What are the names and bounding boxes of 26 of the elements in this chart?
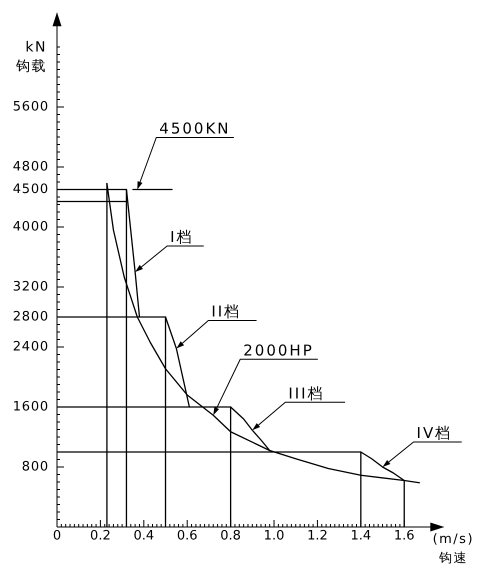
annotation: III档 — [288, 384, 325, 402]
y-tick-label: 4500 — [12, 182, 49, 197]
x-tick-label: 0.6 — [176, 528, 198, 544]
y-tick-label: 4800 — [12, 160, 49, 174]
x-axis-title: (m/s) 钩速 — [432, 532, 474, 565]
x-tick-label: 1.6 — [394, 528, 415, 544]
x-tick-label: 1.4 — [350, 528, 372, 544]
annotation: II档 — [211, 302, 242, 320]
annotation: I档 — [170, 228, 194, 246]
y-tick-label: 5600 — [12, 100, 49, 114]
y-axis-title: kN 钩载 — [15, 39, 47, 74]
x-tick-label: 0.4 — [133, 528, 154, 544]
x-tick-label: 1.2 — [307, 528, 328, 544]
y-tick-label: 2800 — [12, 310, 49, 324]
x-tick-label: 0 — [52, 528, 62, 544]
x-tick-label: 0.8 — [220, 528, 241, 544]
y-tick-label: 1600 — [12, 400, 49, 414]
y-tick-label: 4000 — [12, 220, 49, 234]
y-tick-label: 3200 — [12, 280, 49, 294]
x-tick-label: 0.2 — [90, 528, 111, 544]
annotation: IV档 — [416, 424, 452, 442]
y-tick-label: 800 — [22, 460, 49, 474]
annotation: 2000HP — [243, 341, 314, 360]
y-tick-label: 2400 — [12, 340, 49, 354]
annotation: 4500KN — [159, 120, 231, 138]
x-tick-label: 1.0 — [264, 528, 284, 544]
